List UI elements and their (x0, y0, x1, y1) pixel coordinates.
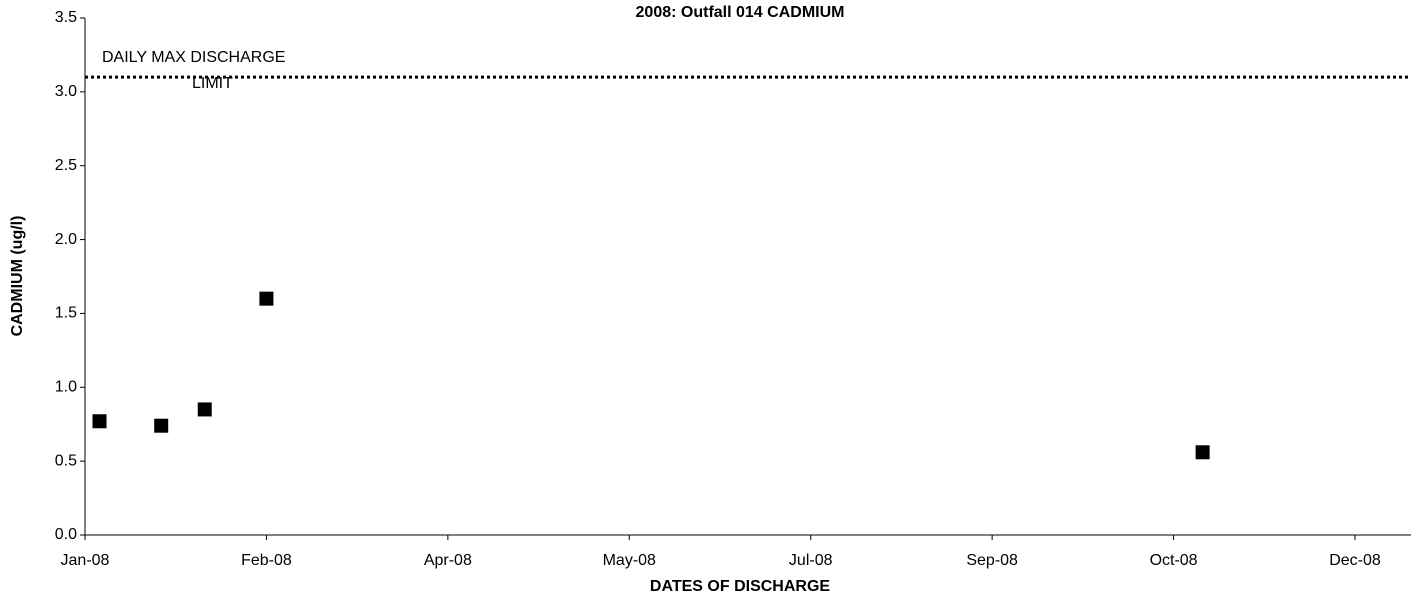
x-tick-label: May-08 (603, 552, 656, 569)
x-tick-label: Jan-08 (61, 552, 110, 569)
y-tick-label: 1.0 (55, 379, 77, 396)
x-tick-label: Dec-08 (1329, 552, 1381, 569)
marker (197, 402, 212, 417)
x-tick-label: Sep-08 (966, 552, 1018, 569)
y-tick-label: 3.5 (55, 9, 77, 26)
y-axis-label: CADMIUM (ug/l) (9, 216, 26, 337)
y-tick-label: 2.5 (55, 157, 77, 174)
marker (154, 418, 169, 433)
annotation: DAILY MAX DISCHARGE (102, 49, 285, 66)
x-tick-label: Apr-08 (424, 552, 472, 569)
chart-title: 2008: Outfall 014 CADMIUM (636, 4, 845, 21)
x-tick-label: Jul-08 (789, 552, 833, 569)
y-tick-label: 1.5 (55, 305, 77, 322)
x-axis-label: DATES OF DISCHARGE (650, 578, 830, 595)
marker (259, 291, 274, 306)
y-tick-label: 0.0 (55, 526, 77, 543)
y-tick-label: 2.0 (55, 231, 77, 248)
y-tick-label: 0.5 (55, 452, 77, 469)
x-tick-label: Oct-08 (1150, 552, 1198, 569)
annotation: LIMIT (192, 75, 233, 92)
marker (92, 414, 107, 429)
x-tick-label: Feb-08 (241, 552, 292, 569)
marker (1195, 445, 1210, 460)
y-tick-label: 3.0 (55, 83, 77, 100)
